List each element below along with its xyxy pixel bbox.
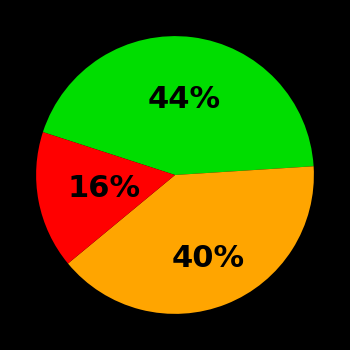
Wedge shape bbox=[36, 132, 175, 264]
Wedge shape bbox=[43, 36, 314, 175]
Wedge shape bbox=[68, 166, 314, 314]
Text: 16%: 16% bbox=[68, 174, 141, 203]
Text: 44%: 44% bbox=[148, 85, 221, 114]
Text: 40%: 40% bbox=[172, 244, 245, 273]
